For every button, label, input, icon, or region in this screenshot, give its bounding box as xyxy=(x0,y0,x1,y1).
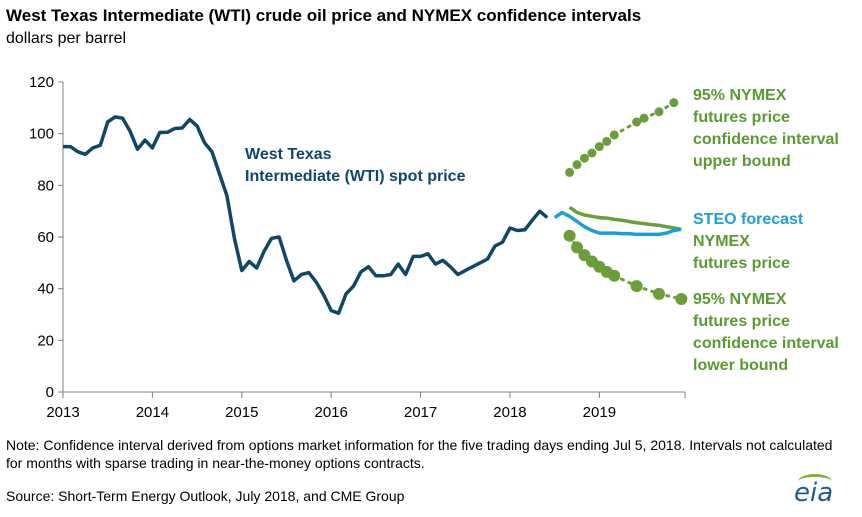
x-tick-label: 2015 xyxy=(225,404,258,421)
upper-bound-point xyxy=(654,107,664,117)
wti-spot-price-line xyxy=(63,115,549,315)
y-tick-label: 60 xyxy=(37,229,54,246)
x-tick-label: 2014 xyxy=(136,404,169,421)
upper-bound-label: upper bound xyxy=(693,153,791,170)
y-tick-label: 20 xyxy=(37,332,54,349)
eia-logo: eia xyxy=(794,478,834,508)
x-tick-label: 2013 xyxy=(46,404,79,421)
lower-bound-label: 95% NYMEX xyxy=(693,291,787,308)
x-tick-label: 2016 xyxy=(314,404,347,421)
upper-bound-point xyxy=(587,148,597,158)
upper-bound-point xyxy=(572,160,582,170)
wti-series-label: Intermediate (WTI) spot price xyxy=(245,168,466,185)
upper-bound-label: confidence interval xyxy=(693,131,839,148)
upper-bound-point xyxy=(594,142,604,152)
upper-bound-point xyxy=(639,113,649,123)
lower-bound-point xyxy=(571,241,584,254)
y-tick-label: 0 xyxy=(46,384,54,401)
y-tick-label: 100 xyxy=(29,126,54,143)
upper-bound-point xyxy=(579,153,589,163)
eia-logo-arc xyxy=(798,474,832,489)
upper-bound-point xyxy=(609,130,619,140)
lower-bound-point xyxy=(652,287,665,300)
upper-bound-point xyxy=(565,167,575,177)
lower-bound-point xyxy=(630,280,643,293)
steo-forecast-line xyxy=(553,210,682,237)
nymex-series-label: futures price xyxy=(693,255,790,272)
chart-source: Source: Short-Term Energy Outlook, July … xyxy=(6,488,405,504)
steo-series-label: STEO forecast xyxy=(693,211,804,228)
wti-series-label: West Texas xyxy=(245,146,332,163)
lower-bound-label: futures price xyxy=(693,313,790,330)
y-tick-label: 80 xyxy=(37,177,54,194)
upper-bound-point xyxy=(632,117,642,127)
chart-note: Note: Confidence interval derived from o… xyxy=(6,437,833,471)
chart-subtitle: dollars per barrel xyxy=(6,30,127,47)
x-tick-label: 2017 xyxy=(404,404,437,421)
lower-bound-point xyxy=(675,293,688,305)
x-tick-label: 2019 xyxy=(583,404,616,421)
x-tick-label: 2018 xyxy=(493,404,526,421)
y-tick-label: 120 xyxy=(29,74,54,91)
nymex-series-label: NYMEX xyxy=(693,233,750,250)
nymex-futures-line xyxy=(568,205,682,232)
upper-bound-point xyxy=(669,98,679,108)
lower-bound-point xyxy=(608,269,621,282)
lower-bound-label: confidence interval xyxy=(693,335,839,352)
y-tick-label: 40 xyxy=(37,281,54,298)
upper-bound-point xyxy=(602,136,612,146)
upper-bound-label: futures price xyxy=(693,109,790,126)
lower-bound-label: lower bound xyxy=(693,357,788,374)
chart-title: West Texas Intermediate (WTI) crude oil … xyxy=(6,6,642,25)
lower-bound-point xyxy=(563,229,576,242)
upper-bound-label: 95% NYMEX xyxy=(693,87,787,104)
